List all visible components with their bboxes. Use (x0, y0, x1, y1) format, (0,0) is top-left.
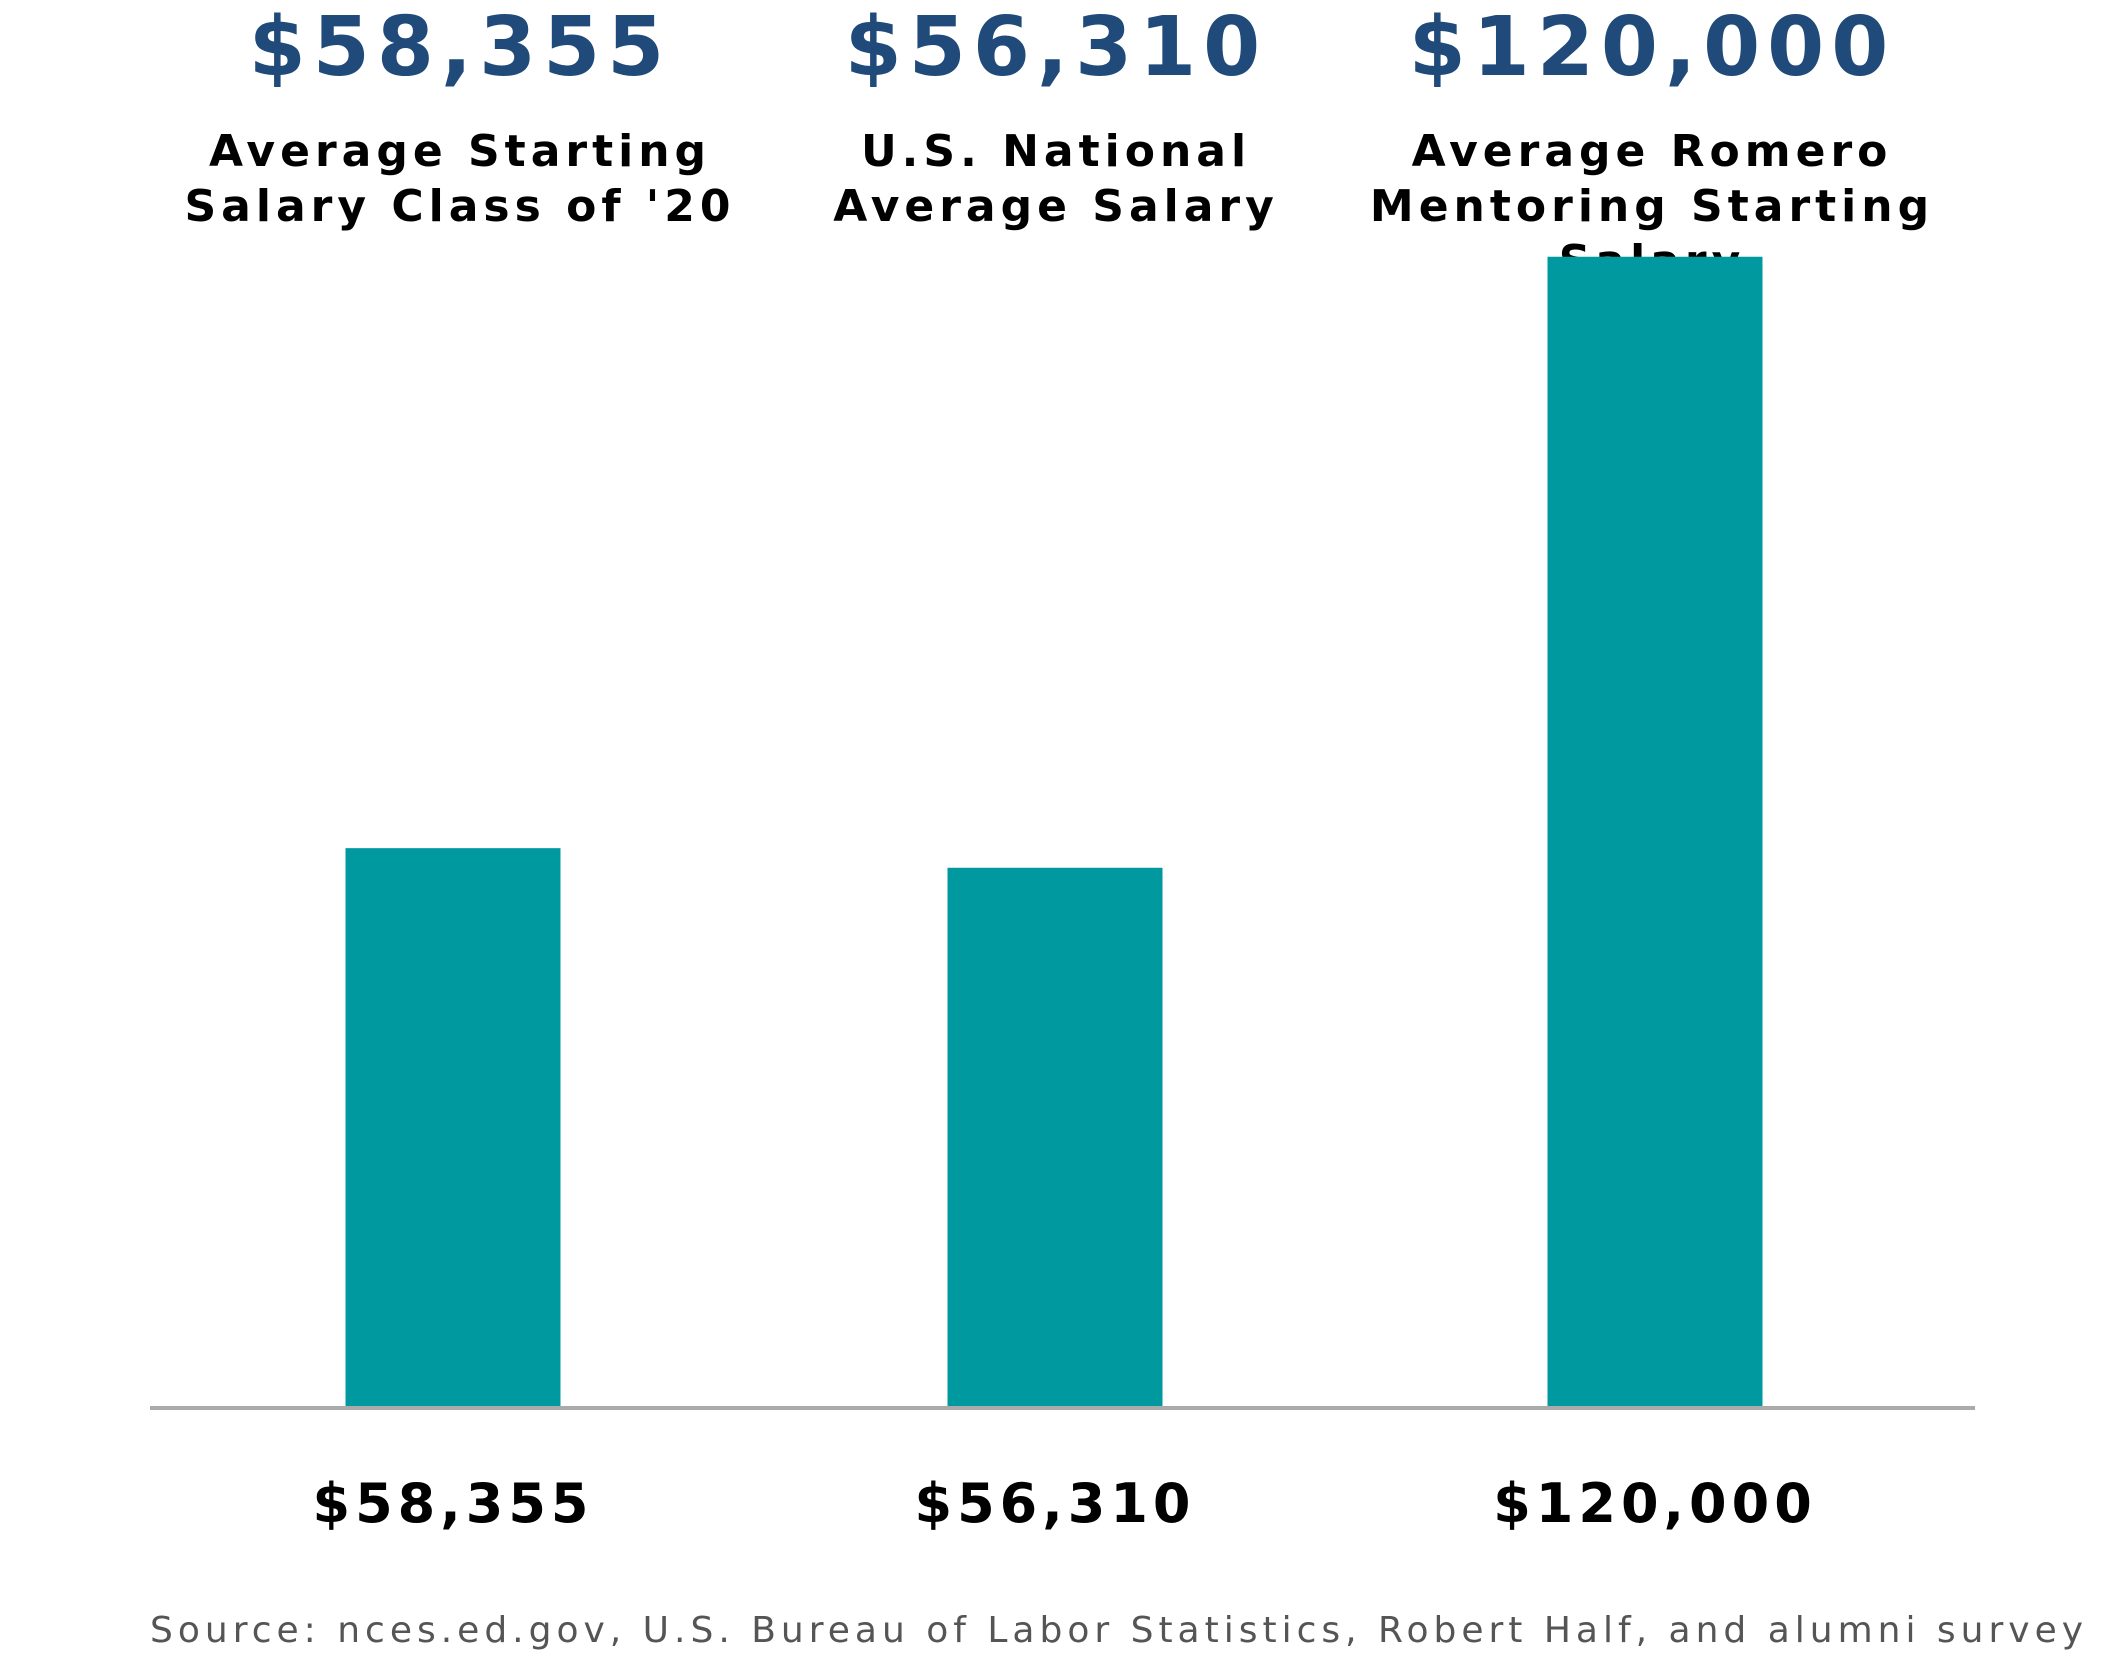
category-label-line: Salary Class of '20 (184, 181, 736, 232)
bar-value-label: $120,000 (1493, 1472, 1817, 1535)
category-label-line: Average Starting (208, 126, 712, 177)
headline-value: $120,000 (1408, 0, 1896, 95)
bars-group (345, 256, 1763, 1408)
bar-value-label: $56,310 (915, 1472, 1196, 1535)
bar (1547, 256, 1763, 1408)
data-labels-group: $58,355 $56,310 $120,000 (313, 1472, 1817, 1535)
headline-value: $58,355 (248, 0, 672, 95)
category-label-line: Average Romero (1411, 126, 1893, 177)
category-label-line: U.S. National (860, 126, 1252, 177)
bar (947, 867, 1163, 1408)
category-label-line: Mentoring Starting (1369, 181, 1935, 232)
header-col-1: $58,355 Average Starting Salary Class of… (150, 0, 770, 234)
category-label: Average Starting Salary Class of '20 (150, 124, 770, 234)
category-label: U.S. National Average Salary (746, 124, 1366, 234)
bar (345, 848, 561, 1408)
category-label-line: Average Salary (833, 181, 1279, 232)
header-col-2: $56,310 U.S. National Average Salary (746, 0, 1366, 234)
bar-value-label: $58,355 (313, 1472, 594, 1535)
headline-value: $56,310 (844, 0, 1268, 95)
source-note: Source: nces.ed.gov, U.S. Bureau of Labo… (150, 1610, 2089, 1651)
